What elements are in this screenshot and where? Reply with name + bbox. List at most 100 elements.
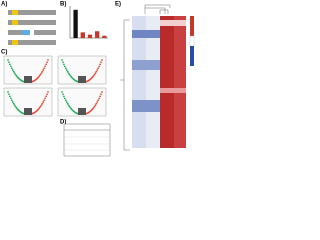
gene-bar [8,20,56,25]
point [39,73,42,76]
point [11,101,14,103]
point [38,75,41,77]
heatmap [132,16,186,148]
point [41,70,44,73]
point [67,72,70,75]
point [46,93,48,96]
point [100,93,102,96]
point [68,105,71,108]
point [68,73,71,76]
point [10,67,13,70]
point [39,105,42,108]
point [99,95,102,98]
point [94,72,97,75]
point [9,97,12,100]
point [92,107,95,109]
point [101,59,103,61]
color-scale [189,16,195,66]
point [40,72,43,75]
point [8,61,10,64]
point [69,75,72,77]
point [44,65,47,68]
point [101,91,103,93]
point [63,65,66,68]
point [42,69,45,71]
point [97,99,100,102]
point [94,104,97,107]
point [14,73,17,76]
gene-bar [34,30,56,35]
bar [73,9,78,38]
point [66,102,69,105]
point [62,93,64,96]
panel-label: A) [1,2,7,8]
point [62,61,64,64]
table [63,123,111,157]
gene-bar [8,40,56,45]
gene-bar [8,30,28,35]
center-cloud [78,76,86,83]
exon [12,20,18,25]
point [65,101,68,103]
panel-label: D) [60,120,66,126]
point [99,63,102,66]
gene-diagram [8,10,56,45]
point [43,99,46,102]
point [38,107,41,109]
point [8,95,11,98]
point [100,61,102,64]
point [9,65,12,68]
point [41,102,44,105]
dendrogram [120,4,171,151]
point [47,59,49,61]
point [44,97,47,100]
point [47,91,49,93]
point [10,99,13,102]
point [46,61,48,64]
point [96,101,99,103]
point [12,102,15,105]
exon [12,40,18,45]
point [15,107,18,109]
point [45,95,48,98]
point [45,63,48,66]
point [98,97,101,100]
point [15,75,18,77]
bar [87,34,93,38]
point [61,91,63,93]
bar [102,35,107,38]
bar [95,31,100,38]
exon [22,30,30,35]
point [13,104,16,107]
point [63,97,66,100]
point [61,59,63,61]
point [95,102,98,105]
point [14,105,17,108]
point [12,70,15,73]
exon [12,10,18,15]
point [95,70,98,73]
point [62,95,65,98]
center-cloud [24,108,32,115]
point [69,107,72,109]
panel-label: B) [60,2,66,8]
point [64,67,67,70]
point [97,67,100,70]
point [8,63,11,66]
bar [80,32,85,38]
point [13,72,16,75]
point [96,69,99,71]
point [98,65,101,68]
gene-bar [8,10,56,15]
point [43,67,46,70]
panel-label: C) [1,50,7,56]
panel-label: E) [115,2,121,8]
point [7,91,9,93]
point [93,105,96,108]
point [65,69,68,71]
point [92,75,95,77]
point [66,70,69,73]
point [40,104,43,107]
point [42,101,45,103]
point [64,99,67,102]
